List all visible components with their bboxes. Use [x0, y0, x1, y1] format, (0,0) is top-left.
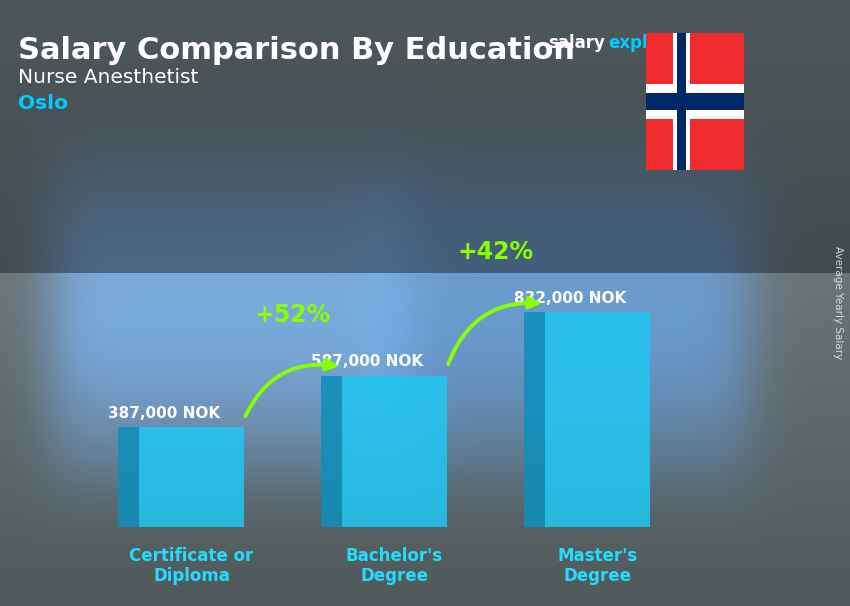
Bar: [646, 84, 744, 119]
Polygon shape: [321, 376, 342, 527]
Text: explorer: explorer: [608, 34, 687, 52]
Bar: [646, 93, 744, 110]
Text: Average Yearly Salary: Average Yearly Salary: [833, 247, 843, 359]
Text: Oslo: Oslo: [18, 94, 68, 113]
Text: 587,000 NOK: 587,000 NOK: [311, 354, 423, 369]
Polygon shape: [524, 312, 545, 527]
Text: Salary Comparison By Education: Salary Comparison By Education: [18, 36, 575, 65]
Text: .com: .com: [680, 34, 725, 52]
Bar: [0, 0, 850, 273]
Bar: [545, 312, 650, 527]
Bar: [672, 33, 690, 170]
Text: 387,000 NOK: 387,000 NOK: [108, 406, 220, 421]
Text: +52%: +52%: [255, 303, 331, 327]
Bar: [342, 376, 447, 527]
Polygon shape: [118, 427, 139, 527]
Text: Nurse Anesthetist: Nurse Anesthetist: [18, 68, 198, 87]
Text: 832,000 NOK: 832,000 NOK: [514, 291, 626, 306]
Text: +42%: +42%: [458, 240, 534, 264]
Bar: [139, 427, 244, 527]
Bar: [677, 33, 686, 170]
Text: salary: salary: [548, 34, 605, 52]
